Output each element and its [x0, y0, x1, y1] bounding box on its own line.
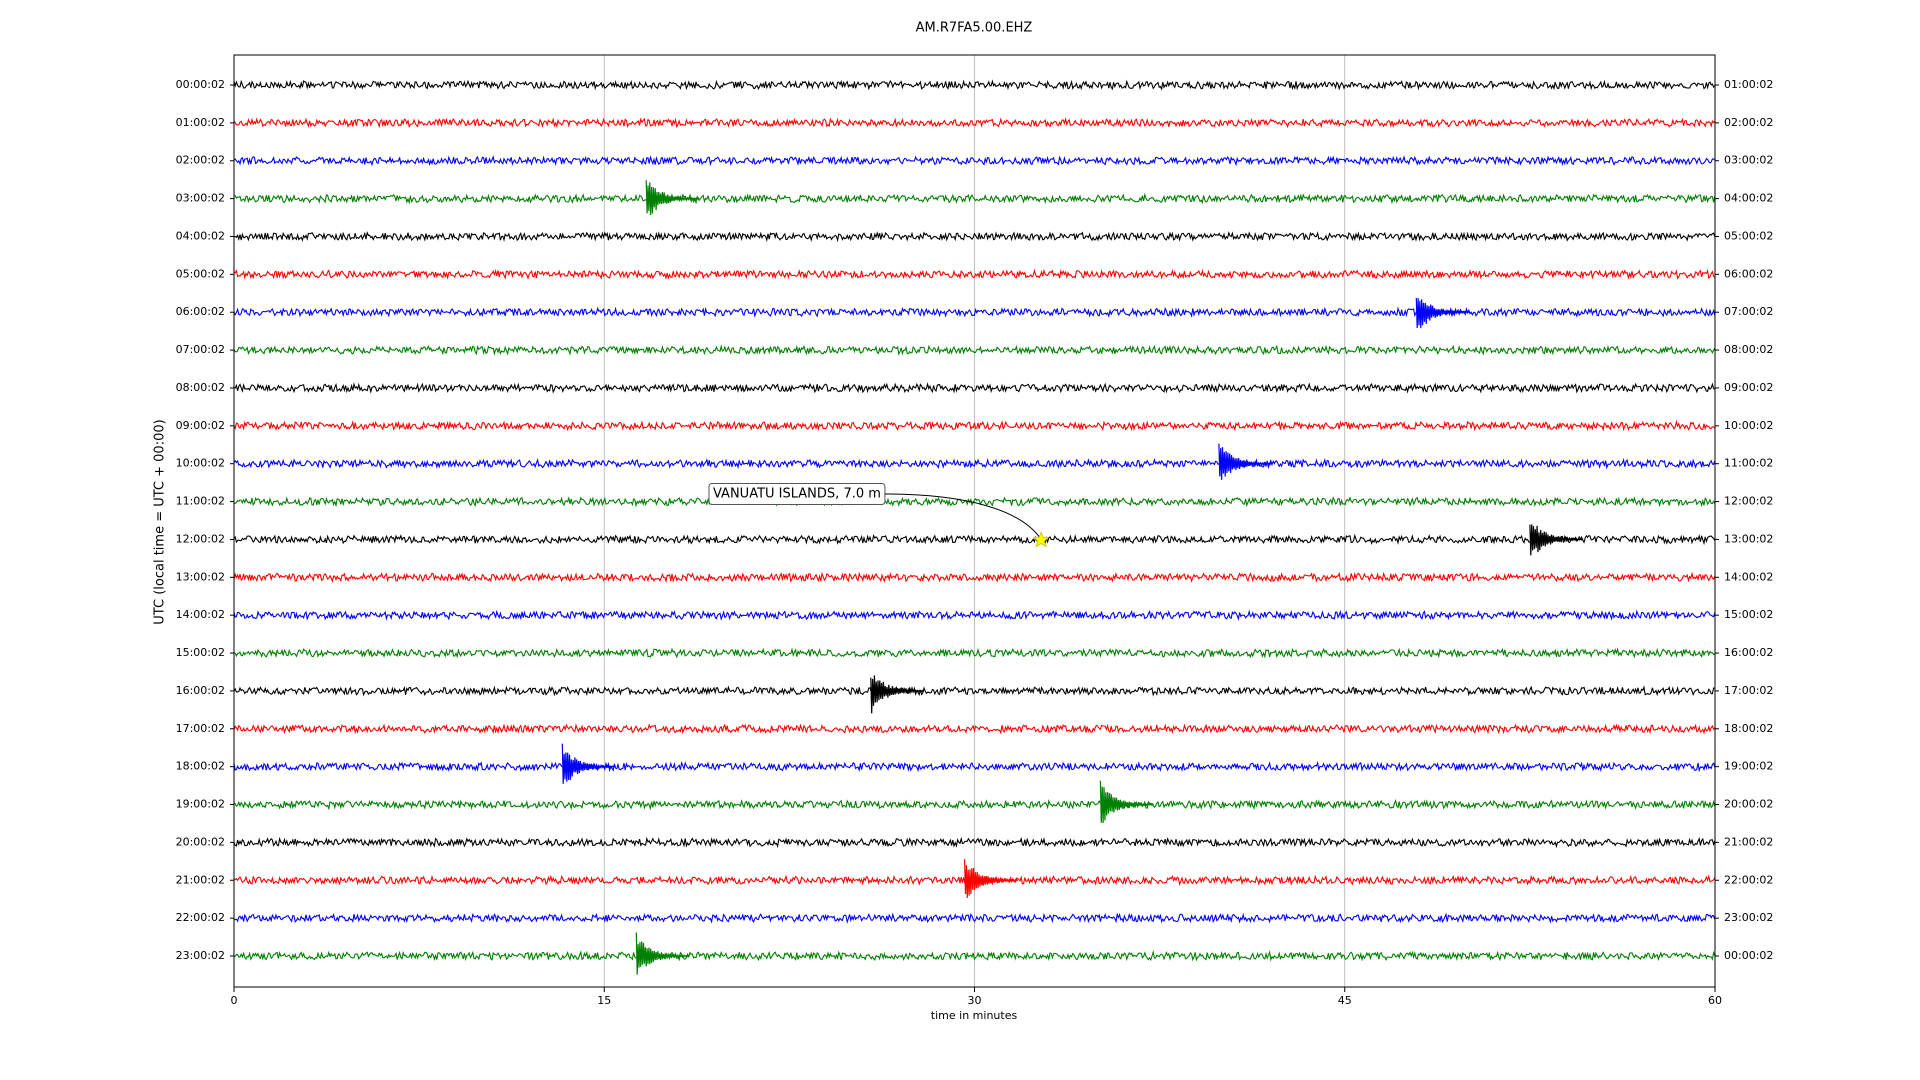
- event: [1218, 443, 1273, 480]
- event-marker: [1032, 531, 1050, 548]
- trace: [233, 533, 1716, 546]
- row-label: 10:00:02: [176, 457, 225, 470]
- trace: [233, 496, 1716, 508]
- row-right-label: 19:00:02: [1724, 760, 1773, 773]
- event: [635, 932, 690, 975]
- trace: [233, 571, 1716, 584]
- trace: [233, 685, 1715, 697]
- row-label: 08:00:02: [176, 381, 225, 394]
- row-right-label: 12:00:02: [1724, 495, 1773, 508]
- annotation-arrow: [884, 493, 1042, 540]
- row-right-label: 18:00:02: [1724, 722, 1773, 735]
- row-label: 21:00:02: [176, 873, 225, 886]
- trace: [233, 344, 1716, 356]
- row-label: 02:00:02: [176, 154, 225, 167]
- row-label: 03:00:02: [176, 192, 225, 205]
- row-label: 04:00:02: [176, 229, 225, 242]
- row-label: 19:00:02: [176, 798, 225, 811]
- x-tick-label: 60: [1708, 994, 1722, 1007]
- chart-title: AM.R7FA5.00.EHZ: [916, 21, 1033, 36]
- row-label: 22:00:02: [176, 911, 225, 924]
- trace: [233, 154, 1716, 167]
- trace: [233, 268, 1716, 280]
- row-label: 23:00:02: [176, 949, 225, 962]
- row-label: 15:00:02: [176, 646, 225, 659]
- row-right-label: 04:00:02: [1724, 192, 1773, 205]
- row-label: 12:00:02: [176, 532, 225, 545]
- row-right-label: 13:00:02: [1724, 532, 1773, 545]
- event: [1415, 297, 1470, 329]
- event: [1099, 780, 1154, 824]
- row-label: 16:00:02: [176, 684, 225, 697]
- row-right-label: 09:00:02: [1724, 381, 1773, 394]
- row-label: 20:00:02: [176, 835, 225, 848]
- trace: [233, 117, 1716, 129]
- trace: [233, 950, 1716, 962]
- row-label: 18:00:02: [176, 760, 225, 773]
- row-right-label: 16:00:02: [1724, 646, 1773, 659]
- row-label: 05:00:02: [176, 267, 225, 280]
- trace: [233, 382, 1716, 394]
- trace: [233, 609, 1716, 621]
- row-right-label: 10:00:02: [1724, 419, 1773, 432]
- x-tick-label: 30: [968, 994, 982, 1007]
- row-label: 00:00:02: [176, 78, 225, 91]
- row-label: 09:00:02: [176, 419, 225, 432]
- row-right-label: 23:00:02: [1724, 911, 1773, 924]
- row-right-label: 17:00:02: [1724, 684, 1773, 697]
- event: [561, 743, 616, 784]
- row-right-label: 01:00:02: [1724, 78, 1773, 91]
- trace: [233, 760, 1716, 773]
- trace: [233, 723, 1716, 735]
- row-right-label: 07:00:02: [1724, 305, 1773, 318]
- event: [964, 859, 1019, 898]
- plot-frame: [233, 54, 1716, 988]
- row-label: 13:00:02: [176, 570, 225, 583]
- row-right-label: 00:00:02: [1724, 949, 1773, 962]
- row-label: 17:00:02: [176, 722, 225, 735]
- row-right-label: 15:00:02: [1724, 608, 1773, 621]
- row-right-label: 20:00:02: [1724, 798, 1773, 811]
- row-right-label: 14:00:02: [1724, 570, 1773, 583]
- row-right-label: 02:00:02: [1724, 116, 1773, 129]
- row-label: 01:00:02: [176, 116, 225, 129]
- trace: [233, 419, 1716, 432]
- annotation-text: VANUATU ISLANDS, 7.0 m: [713, 487, 881, 502]
- trace: [233, 192, 1716, 205]
- event: [645, 180, 700, 216]
- row-right-label: 06:00:02: [1724, 267, 1773, 280]
- row-right-label: 11:00:02: [1724, 457, 1773, 470]
- row-right-label: 05:00:02: [1724, 229, 1773, 242]
- row-right-label: 08:00:02: [1724, 343, 1773, 356]
- trace: [233, 647, 1716, 659]
- x-tick-label: 45: [1338, 994, 1352, 1007]
- event: [870, 675, 925, 714]
- row-right-label: 21:00:02: [1724, 835, 1773, 848]
- row-label: 11:00:02: [176, 495, 225, 508]
- event: [1529, 524, 1584, 556]
- trace: [233, 836, 1716, 849]
- x-tick-label: 0: [231, 994, 238, 1007]
- row-right-label: 03:00:02: [1724, 154, 1773, 167]
- row-label: 14:00:02: [176, 608, 225, 621]
- row-label: 07:00:02: [176, 343, 225, 356]
- row-label: 06:00:02: [176, 305, 225, 318]
- y-axis-label: UTC (local time = UTC + 00:00): [153, 419, 168, 624]
- trace: [233, 79, 1716, 91]
- trace: [233, 230, 1716, 243]
- x-tick-label: 15: [597, 994, 611, 1007]
- trace: [233, 457, 1716, 470]
- row-right-label: 22:00:02: [1724, 873, 1773, 886]
- x-axis-label: time in minutes: [931, 1009, 1018, 1022]
- trace: [233, 912, 1716, 924]
- trace: [233, 798, 1716, 811]
